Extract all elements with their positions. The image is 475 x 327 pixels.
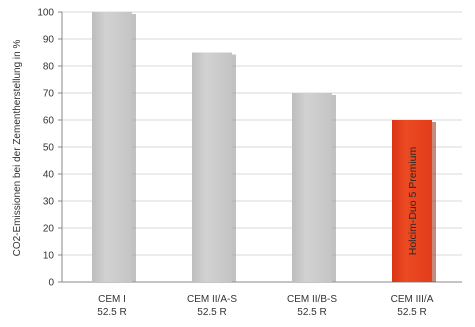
x-category-sublabel: 52.5 R	[397, 307, 426, 318]
bar-shadow	[332, 95, 336, 282]
bar	[192, 52, 232, 282]
y-tick-label: 10	[43, 251, 55, 262]
x-category-sublabel: 52.5 R	[297, 307, 326, 318]
y-tick-label: 90	[43, 35, 55, 46]
y-tick-label: 20	[43, 224, 55, 235]
bar	[392, 120, 432, 282]
bar	[292, 93, 332, 282]
y-tick-label: 80	[43, 62, 55, 73]
bar-shadow	[132, 14, 136, 282]
y-tick-label: 30	[43, 197, 55, 208]
x-category-label: CEM III/A	[391, 294, 434, 305]
bar-shadow	[232, 54, 236, 282]
bar-inner-label: Holcim-Duo 5 Premium	[407, 146, 419, 255]
x-category-sublabel: 52.5 R	[97, 307, 126, 318]
y-tick-label: 70	[43, 89, 55, 100]
y-tick-label: 60	[43, 116, 55, 127]
y-tick-label: 100	[37, 8, 54, 19]
x-category-label: CEM II/B-S	[287, 294, 337, 305]
y-tick-label: 50	[43, 143, 55, 154]
bar	[92, 12, 132, 282]
y-axis-title: CO2-Emissionen bei der Zementherstellung…	[12, 40, 23, 257]
x-category-sublabel: 52.5 R	[197, 307, 226, 318]
bar-shadow	[432, 122, 436, 282]
x-category-label: CEM I	[98, 294, 126, 305]
labels: 0 10 20 30 40 50 60 70 80 90 100 CEM I 52.5 R CEM II/…	[37, 8, 433, 319]
y-tick-label: 0	[48, 278, 54, 289]
y-tick-label: 40	[43, 170, 55, 181]
bars	[92, 12, 436, 282]
x-category-label: CEM II/A-S	[187, 294, 237, 305]
